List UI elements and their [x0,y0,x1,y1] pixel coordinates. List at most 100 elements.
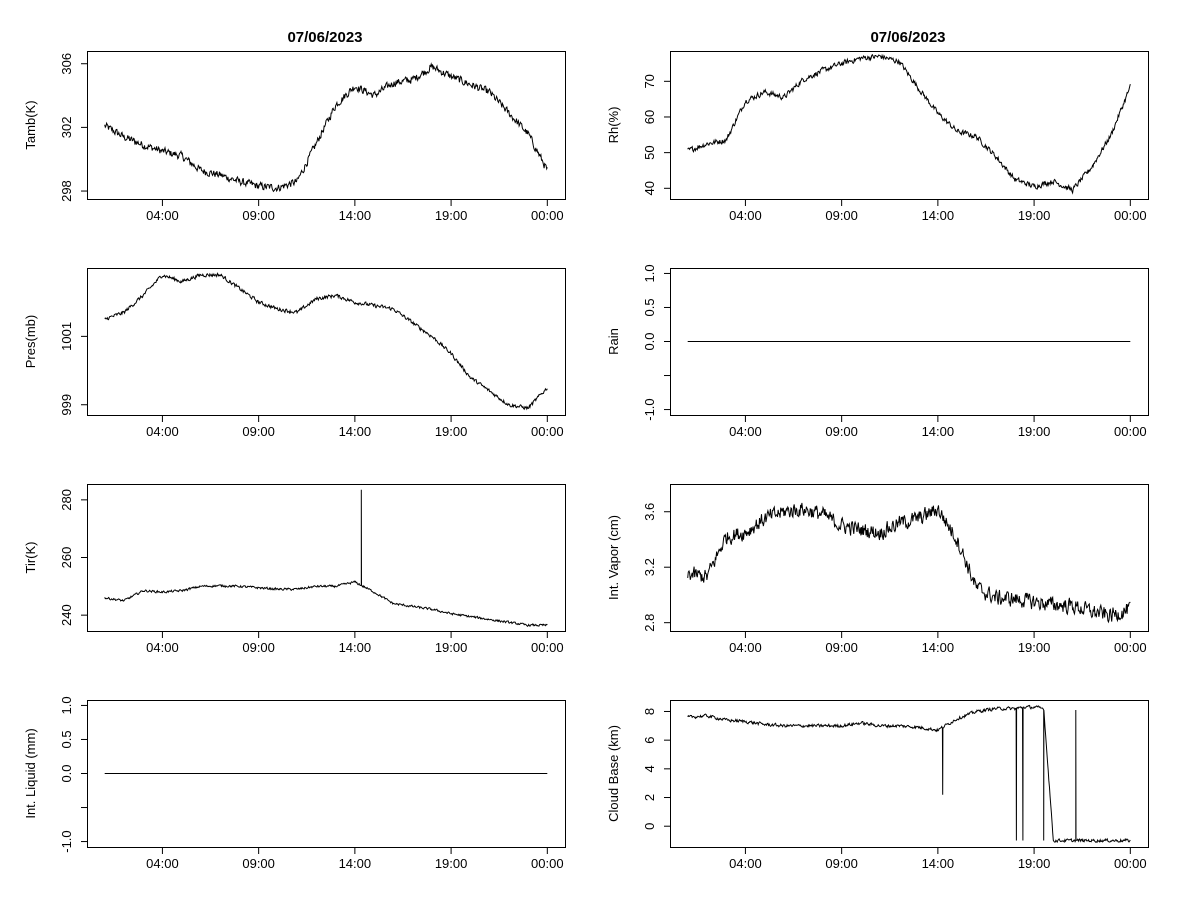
x-tick-label: 14:00 [339,640,372,655]
x-tick-label: 00:00 [1114,424,1147,439]
y-tick-label: 1001 [59,322,74,351]
x-tick-label: 09:00 [242,208,275,223]
series-line-left-2 [104,272,548,411]
panel-right-1: 04:00 09:00 14:00 19:00 00:00 40 50 60 70 Rh(%) [606,51,1149,223]
panel-right-4: 04:00 09:00 14:00 19:00 00:00 0 2 4 6 8 Cloud Base… [606,700,1149,871]
series-line-right-3 [687,502,1131,624]
series-line-left-1 [104,62,548,193]
x-tick-label: 14:00 [922,856,955,871]
y-tick-label: 240 [59,604,74,626]
panel-right-3: 04:00 09:00 14:00 19:00 00:00 2.8 3.2 3.6 Int. V… [606,484,1149,655]
plot-frame [87,51,566,200]
y-tick-label: 50 [642,145,657,159]
y-tick-label: 40 [642,181,657,195]
x-tick-label: 09:00 [242,640,275,655]
panel-left-2: 04:00 09:00 14:00 19:00 00:00 999 1001 Pres(mb) [23,268,566,439]
y-axis-label: Cloud Base (km) [606,725,621,822]
y-tick-label: 1.0 [642,264,657,282]
left-column-title: 07/06/2023 [287,29,362,46]
y-axis-label: Int. Vapor (cm) [606,515,621,600]
x-tick-label: 04:00 [146,856,179,871]
y-tick-label: 3.6 [642,503,657,521]
series-line-left-3 [104,489,548,627]
right-column-title: 07/06/2023 [870,29,945,46]
x-tick-label: 09:00 [825,208,858,223]
plot-frame [670,484,1149,632]
y-tick-label: 0.5 [59,730,74,748]
x-tick-label: 04:00 [729,640,762,655]
x-tick-label: 14:00 [339,208,372,223]
y-tick-label: 260 [59,547,74,569]
x-tick-label: 19:00 [1018,640,1051,655]
y-tick-label: 306 [59,53,74,75]
x-tick-label: 00:00 [531,640,564,655]
series-line-right-4 [687,704,1131,844]
y-tick-label: -1.0 [59,830,74,852]
x-tick-label: 19:00 [435,208,468,223]
x-tick-label: 00:00 [1114,208,1147,223]
y-tick-label: 2 [642,794,657,801]
x-tick-label: 14:00 [339,424,372,439]
y-tick-label: 0 [642,823,657,830]
x-tick-label: 00:00 [1114,856,1147,871]
y-tick-label: 4 [642,765,657,772]
x-tick-label: 19:00 [1018,208,1051,223]
x-tick-label: 04:00 [729,856,762,871]
y-axis-label: Pres(mb) [23,315,38,368]
plot-frame [670,700,1149,848]
x-tick-label: 09:00 [825,424,858,439]
y-axis-label: Int. Liquid (mm) [23,728,38,818]
x-tick-label: 00:00 [531,208,564,223]
x-tick-label: 09:00 [825,856,858,871]
y-tick-label: 280 [59,489,74,511]
series-line-right-1 [687,53,1131,195]
x-tick-label: 19:00 [1018,856,1051,871]
y-tick-label: 60 [642,110,657,124]
x-tick-label: 19:00 [1018,424,1051,439]
x-tick-label: 00:00 [531,424,564,439]
x-tick-label: 04:00 [146,208,179,223]
panels: 04:00 09:00 14:00 19:00 00:00 298 302 306 Tamb(K… [23,51,1149,871]
y-tick-label: 0.5 [642,298,657,316]
x-tick-label: 09:00 [242,856,275,871]
x-tick-label: 14:00 [922,208,955,223]
x-tick-label: 04:00 [729,424,762,439]
y-tick-label: 70 [642,74,657,88]
y-tick-label: -1.0 [642,398,657,420]
y-tick-label: 3.2 [642,558,657,576]
x-tick-label: 14:00 [922,640,955,655]
y-tick-label: 6 [642,737,657,744]
panel-left-3: 04:00 09:00 14:00 19:00 00:00 240 260 280 Tir(K) [23,484,566,655]
x-tick-label: 09:00 [242,424,275,439]
panel-right-2: 04:00 09:00 14:00 19:00 00:00 -1.0 0.0 0.5 1.0 Ra… [606,264,1149,439]
y-axis-label: Tir(K) [23,541,38,573]
y-tick-label: 999 [59,394,74,416]
x-tick-label: 19:00 [435,856,468,871]
plot-frame [670,51,1149,200]
y-axis-label: Rain [606,328,621,355]
y-tick-label: 1.0 [59,696,74,714]
y-axis-label: Rh(%) [606,107,621,144]
y-tick-label: 302 [59,117,74,139]
y-tick-label: 0.0 [59,764,74,782]
x-tick-label: 14:00 [339,856,372,871]
x-tick-label: 04:00 [146,640,179,655]
x-tick-label: 04:00 [146,424,179,439]
x-tick-label: 04:00 [729,208,762,223]
x-tick-label: 19:00 [435,424,468,439]
panel-left-1: 04:00 09:00 14:00 19:00 00:00 298 302 306 Tamb(K… [23,51,566,223]
panel-left-4: 04:00 09:00 14:00 19:00 00:00 -1.0 0.0 0.5 1.0 In… [23,696,566,871]
plot-frame [87,268,566,416]
x-tick-label: 09:00 [825,640,858,655]
x-tick-label: 00:00 [1114,640,1147,655]
y-tick-label: 8 [642,708,657,715]
y-tick-label: 298 [59,180,74,202]
x-tick-label: 00:00 [531,856,564,871]
y-tick-label: 0.0 [642,332,657,350]
x-tick-label: 19:00 [435,640,468,655]
y-tick-label: 2.8 [642,614,657,632]
x-tick-label: 14:00 [922,424,955,439]
y-axis-label: Tamb(K) [23,100,38,149]
